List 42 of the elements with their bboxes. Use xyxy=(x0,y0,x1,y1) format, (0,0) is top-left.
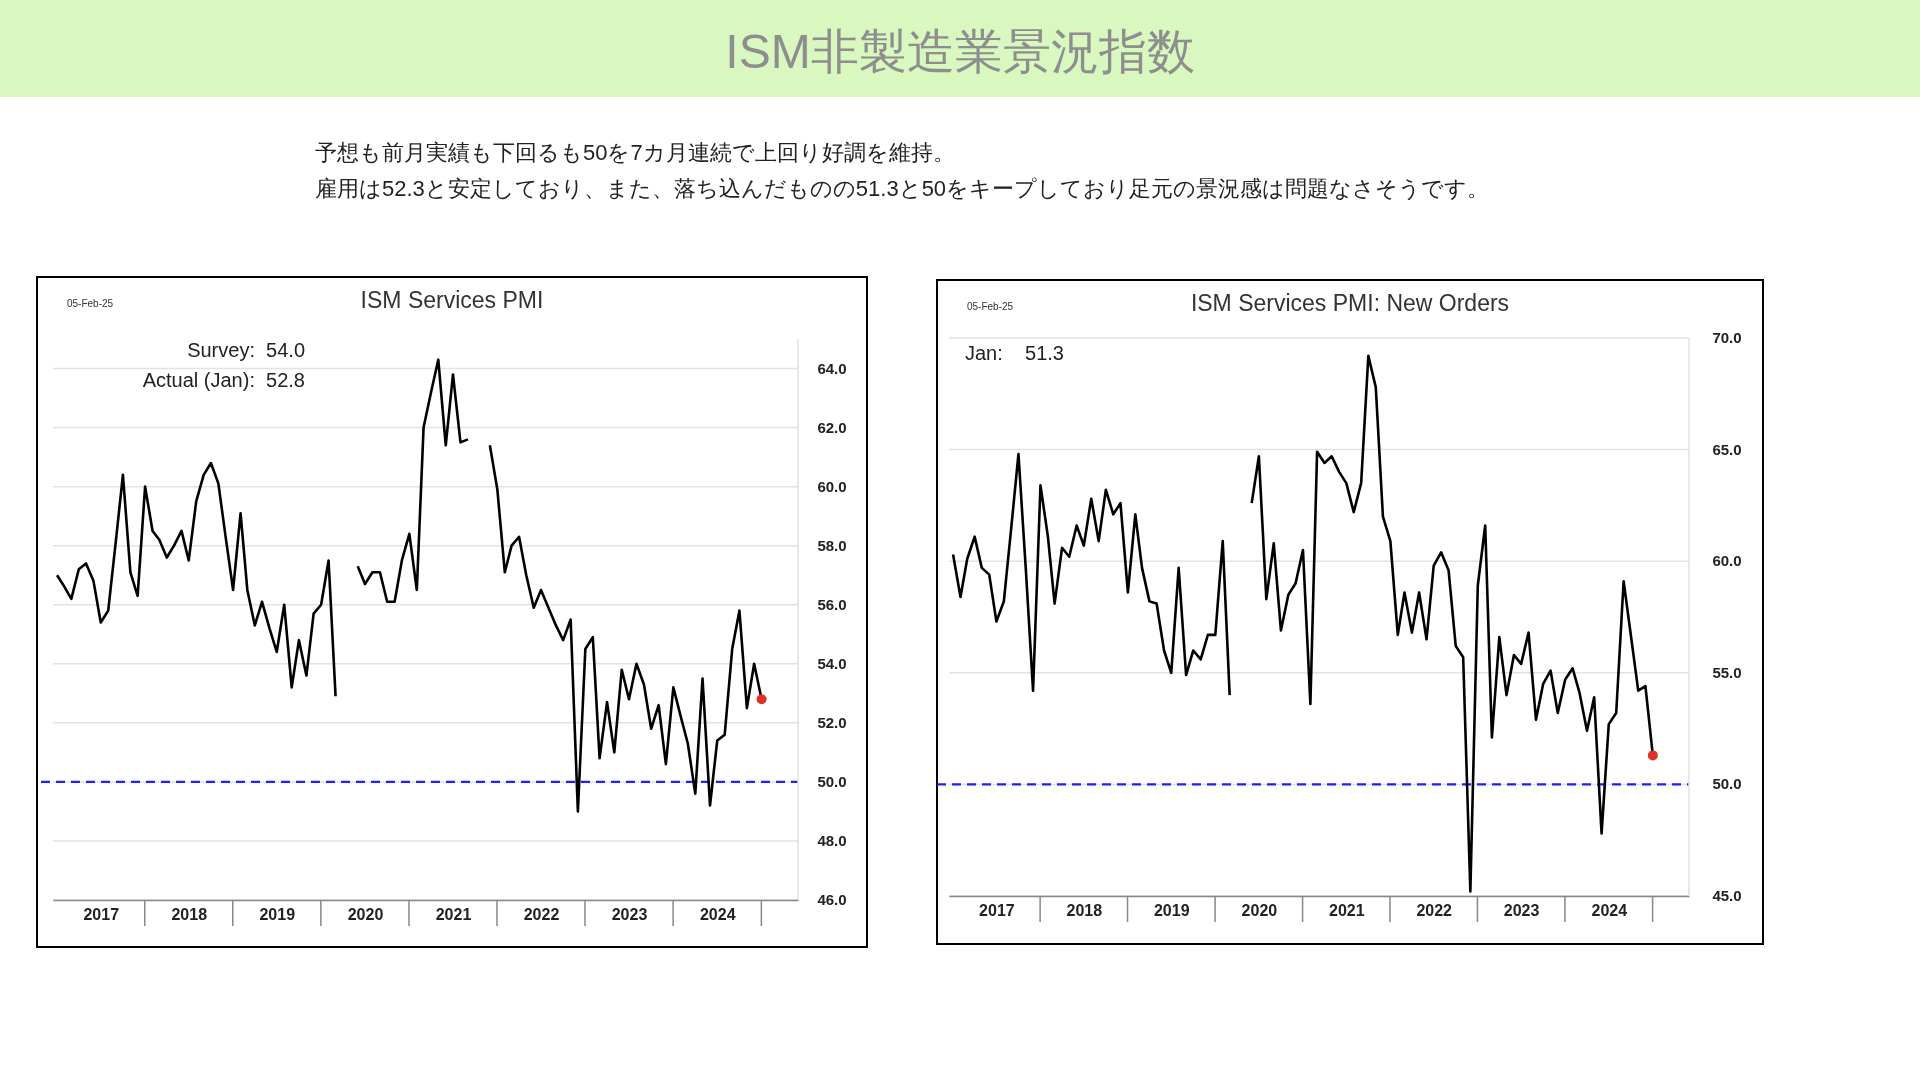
y-tick-label: 55.0 xyxy=(1712,663,1742,681)
x-tick-label: 2022 xyxy=(1416,902,1453,920)
x-tick-label: 2017 xyxy=(83,906,120,924)
y-tick-label: 48.0 xyxy=(817,831,847,849)
y-tick-label: 70.0 xyxy=(1712,329,1742,346)
x-tick-label: 2021 xyxy=(435,906,472,924)
y-tick-label: 64.0 xyxy=(817,359,847,377)
y-tick-label: 46.0 xyxy=(817,891,847,908)
x-tick-label: 2018 xyxy=(1066,902,1103,920)
y-tick-label: 54.0 xyxy=(817,654,847,672)
y-tick-label: 65.0 xyxy=(1712,440,1742,458)
x-tick-label: 2023 xyxy=(611,906,648,924)
y-tick-label: 50.0 xyxy=(817,772,847,790)
text: ISM非製造業景況指数 xyxy=(725,25,1195,78)
text: 05-Feb-25 xyxy=(67,298,114,309)
x-tick-label: 2019 xyxy=(259,906,296,924)
x-tick-label: 2023 xyxy=(1503,902,1540,920)
annotation: Jan: 51.3 xyxy=(965,342,1064,364)
y-tick-label: 60.0 xyxy=(817,477,847,495)
chart-title: ISM Services PMI xyxy=(360,287,544,313)
y-tick-label: 45.0 xyxy=(1712,887,1742,904)
text: 雇用は52.3と安定しており、また、落ち込んだものの51.3と50をキープしており足元の景況感は問題なさそうです。 xyxy=(315,176,1490,201)
y-tick-label: 52.0 xyxy=(817,713,847,731)
annotation: Survey: 54.0 xyxy=(187,339,305,361)
x-tick-label: 2017 xyxy=(979,902,1015,920)
annotation: Actual (Jan): 52.8 xyxy=(142,369,305,391)
x-tick-label: 2022 xyxy=(523,906,560,924)
y-tick-label: 56.0 xyxy=(817,595,847,613)
y-tick-label: 60.0 xyxy=(1712,552,1742,570)
x-tick-label: 2021 xyxy=(1329,902,1365,920)
chart-title: ISM Services PMI: New Orders xyxy=(1190,290,1510,316)
x-tick-label: 2020 xyxy=(347,906,384,924)
x-tick-label: 2018 xyxy=(171,906,208,924)
y-tick-label: 62.0 xyxy=(817,418,847,436)
x-tick-label: 2024 xyxy=(699,906,736,924)
x-tick-label: 2020 xyxy=(1241,902,1278,920)
x-tick-label: 2024 xyxy=(1591,902,1628,920)
y-tick-label: 58.0 xyxy=(817,536,847,554)
x-tick-label: 2019 xyxy=(1153,902,1190,920)
y-tick-label: 50.0 xyxy=(1712,775,1742,793)
text: 05-Feb-25 xyxy=(967,301,1014,312)
text: 予想も前月実績も下回るも50を7カ月連続で上回り好調を維持。 xyxy=(315,140,955,165)
